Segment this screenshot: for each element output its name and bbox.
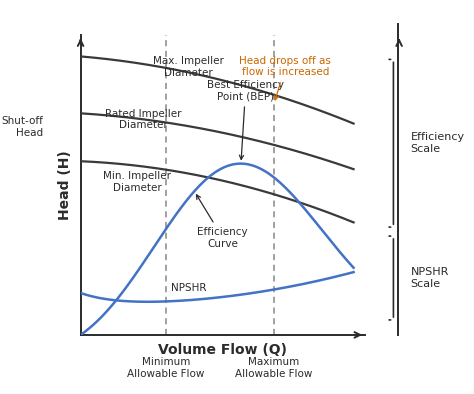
Text: Maximum
Allowable Flow: Maximum Allowable Flow [235,357,313,379]
Text: Head drops off as
flow is increased: Head drops off as flow is increased [239,56,331,100]
Text: Max. Impeller
Diameter: Max. Impeller Diameter [153,56,224,78]
Text: NPSHR: NPSHR [171,284,206,294]
Text: Rated Impeller
Diameter: Rated Impeller Diameter [105,108,182,130]
Text: Best Efficiency
Point (BEP): Best Efficiency Point (BEP) [207,80,284,160]
Text: Min. Impeller
Diameter: Min. Impeller Diameter [103,171,172,193]
Text: Efficiency
Curve: Efficiency Curve [197,195,248,249]
Text: Minimum
Allowable Flow: Minimum Allowable Flow [127,357,205,379]
Text: NPSHR
Scale: NPSHR Scale [410,267,449,289]
X-axis label: Volume Flow (Q): Volume Flow (Q) [158,343,287,357]
Text: Shut-off
Head: Shut-off Head [2,116,44,138]
Text: Efficiency
Scale: Efficiency Scale [410,132,465,154]
Y-axis label: Head (H): Head (H) [58,150,72,220]
